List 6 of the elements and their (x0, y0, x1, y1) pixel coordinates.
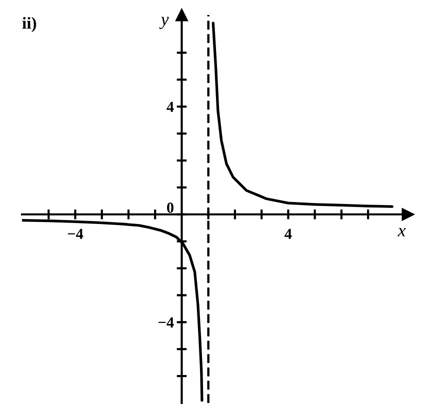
y-tick-label: −4 (158, 317, 174, 328)
x-axis-title: x (398, 228, 406, 236)
y-axis-title: y (159, 16, 169, 30)
y-tick-label: 4 (166, 102, 174, 112)
y-tick-label: 0 (167, 202, 174, 213)
chart-title: ii) (22, 17, 36, 32)
